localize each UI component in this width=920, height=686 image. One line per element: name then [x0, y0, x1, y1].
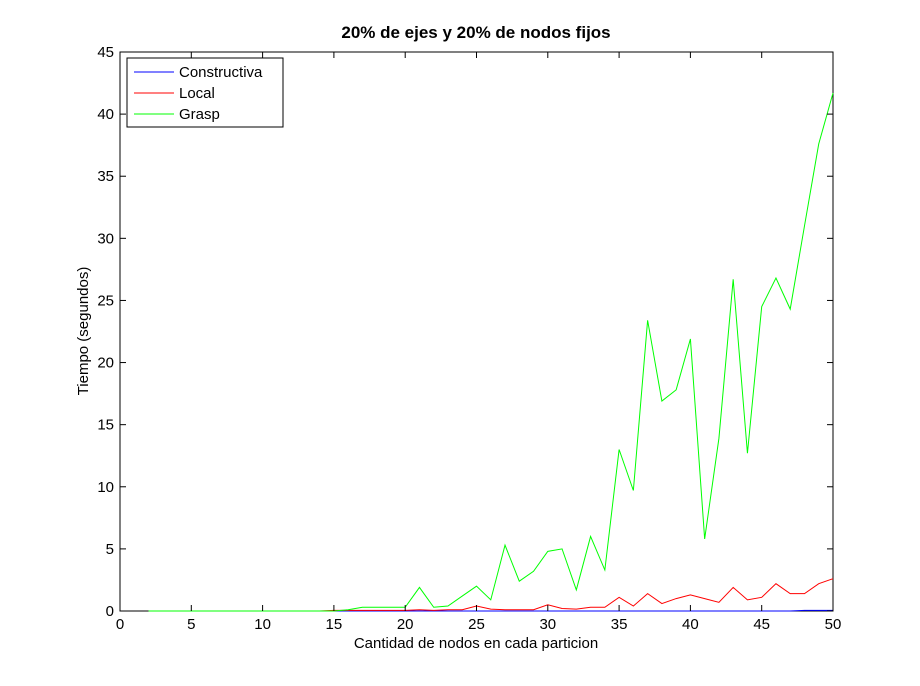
- x-tick-label: 20: [397, 616, 414, 633]
- y-tick-label: 35: [97, 168, 114, 185]
- legend: Constructiva Local Grasp: [126, 57, 284, 128]
- x-tick-label: 5: [187, 616, 195, 633]
- y-tick-label: 15: [97, 417, 114, 434]
- plot-area: [119, 51, 834, 612]
- axes-group: 0 5 10 15 20 25 30 35 40 45 50 0 5 10 15 20 25 30 35 40 45: [97, 44, 841, 633]
- legend-items: Constructiva Local Grasp: [134, 64, 263, 123]
- x-tick-label: 30: [539, 616, 556, 633]
- legend-label-grasp: Grasp: [179, 106, 220, 123]
- y-tick-label: 40: [97, 106, 114, 123]
- x-tick-label: 0: [116, 616, 124, 633]
- x-tick-label: 50: [825, 616, 842, 633]
- legend-label-local: Local: [179, 85, 215, 102]
- y-tick-label: 45: [97, 44, 114, 61]
- x-tick-label: 15: [326, 616, 343, 633]
- x-tick-label: 10: [254, 616, 271, 633]
- y-axis-label: Tiempo (segundos): [75, 267, 92, 396]
- y-tick-label: 10: [97, 479, 114, 496]
- legend-label-constructiva: Constructiva: [179, 64, 263, 81]
- y-tick-label: 20: [97, 355, 114, 372]
- x-tick-label: 45: [753, 616, 770, 633]
- x-axis-label: Cantidad de nodos en cada particion: [354, 635, 598, 652]
- x-tick-label: 25: [468, 616, 485, 633]
- y-tick-label: 0: [106, 603, 114, 620]
- y-tick-label: 5: [106, 541, 114, 558]
- x-tick-label: 35: [611, 616, 628, 633]
- y-tick-label: 30: [97, 230, 114, 247]
- plot-frame: [119, 51, 834, 612]
- chart-title: 20% de ejes y 20% de nodos fijos: [341, 23, 610, 42]
- x-tick-label: 40: [682, 616, 699, 633]
- y-tick-label: 25: [97, 292, 114, 309]
